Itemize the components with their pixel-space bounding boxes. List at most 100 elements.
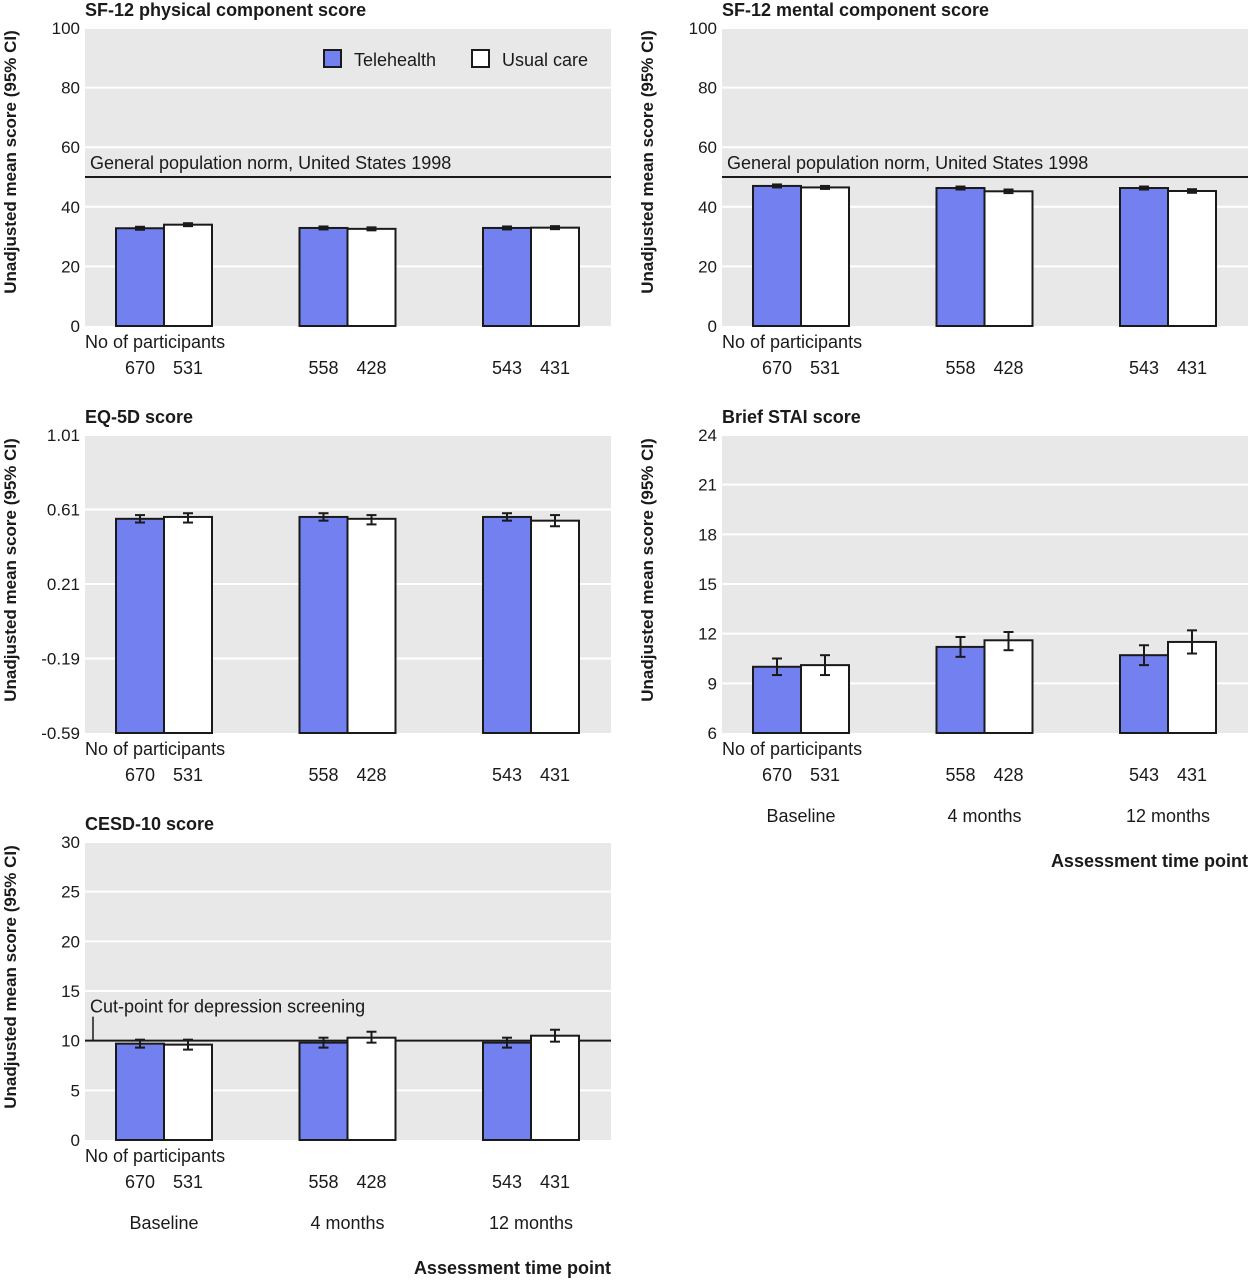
participant-count: 531 bbox=[173, 358, 203, 378]
y-tick-label: 1.01 bbox=[47, 426, 80, 445]
legend-swatch-telehealth bbox=[323, 49, 342, 68]
bar-telehealth bbox=[298, 515, 349, 735]
participant-count: 431 bbox=[540, 765, 570, 785]
participant-count: 558 bbox=[308, 765, 338, 785]
participants-label: No of participants bbox=[722, 739, 862, 759]
bar-telehealth bbox=[115, 227, 165, 327]
participant-count: 670 bbox=[125, 358, 155, 378]
y-tick-label: 18 bbox=[698, 525, 717, 544]
participant-count: 531 bbox=[810, 765, 840, 785]
y-tick-label: 30 bbox=[61, 833, 80, 852]
bar-telehealth bbox=[752, 665, 802, 734]
y-tick-label: 20 bbox=[61, 932, 80, 951]
chart-title: SF-12 mental component score bbox=[722, 0, 989, 20]
y-axis-label: Unadjusted mean score (95% CI) bbox=[1, 845, 20, 1109]
participant-count: 431 bbox=[1177, 358, 1207, 378]
participant-count: 428 bbox=[993, 358, 1023, 378]
y-tick-label: 60 bbox=[61, 138, 80, 157]
bar-telehealth bbox=[482, 515, 532, 735]
y-tick-label: 6 bbox=[708, 724, 717, 743]
participants-label: No of participants bbox=[85, 332, 225, 352]
y-axis-label: Unadjusted mean score (95% CI) bbox=[638, 30, 657, 294]
legend-swatch-usual-care bbox=[471, 49, 490, 68]
reference-line-label: General population norm, United States 1… bbox=[90, 153, 451, 173]
y-tick-label: 80 bbox=[698, 79, 717, 98]
chart-title: CESD-10 score bbox=[85, 814, 214, 834]
y-tick-label: 100 bbox=[52, 19, 80, 38]
bar-usual-care bbox=[530, 226, 580, 327]
y-axis-label: Unadjusted mean score (95% CI) bbox=[638, 438, 657, 702]
y-tick-label: 15 bbox=[698, 575, 717, 594]
y-tick-label: 0.21 bbox=[47, 575, 80, 594]
bar-usual-care bbox=[346, 517, 397, 734]
bar-telehealth bbox=[935, 187, 986, 327]
y-axis-label: Unadjusted mean score (95% CI) bbox=[1, 438, 20, 702]
participant-count: 558 bbox=[945, 765, 975, 785]
x-tick-label: 12 months bbox=[489, 1213, 573, 1233]
y-tick-label: -0.59 bbox=[41, 724, 80, 743]
participant-count: 543 bbox=[492, 1172, 522, 1192]
bar-telehealth bbox=[935, 645, 986, 735]
bar-telehealth bbox=[115, 517, 165, 734]
y-tick-label: 12 bbox=[698, 625, 717, 644]
participants-label: No of participants bbox=[85, 1146, 225, 1166]
y-tick-label: 10 bbox=[61, 1032, 80, 1051]
bar-usual-care bbox=[346, 227, 397, 328]
participant-count: 558 bbox=[945, 358, 975, 378]
participant-count: 670 bbox=[762, 358, 792, 378]
y-tick-label: 25 bbox=[61, 883, 80, 902]
reference-line-label: Cut-point for depression screening bbox=[90, 997, 365, 1017]
bar-usual-care bbox=[530, 1034, 580, 1141]
bar-telehealth bbox=[482, 226, 532, 327]
chart-title: EQ-5D score bbox=[85, 407, 193, 427]
y-tick-label: -0.19 bbox=[41, 650, 80, 669]
bar-usual-care bbox=[983, 639, 1034, 734]
y-tick-label: 24 bbox=[698, 426, 717, 445]
y-tick-label: 0 bbox=[708, 317, 717, 336]
bar-telehealth bbox=[752, 184, 802, 327]
participant-count: 543 bbox=[1129, 765, 1159, 785]
y-tick-label: 40 bbox=[61, 198, 80, 217]
x-tick-label: 12 months bbox=[1126, 806, 1210, 826]
x-axis-title: Assessment time point bbox=[414, 1258, 611, 1278]
participant-count: 543 bbox=[1129, 358, 1159, 378]
participant-count: 670 bbox=[125, 765, 155, 785]
bar-telehealth bbox=[298, 226, 349, 327]
participant-count: 543 bbox=[492, 358, 522, 378]
reference-line-label: General population norm, United States 1… bbox=[727, 153, 1088, 173]
participant-count: 670 bbox=[762, 765, 792, 785]
y-tick-label: 20 bbox=[698, 257, 717, 276]
y-tick-label: 20 bbox=[61, 257, 80, 276]
bar-telehealth bbox=[482, 1041, 532, 1141]
x-tick-label: Baseline bbox=[129, 1213, 198, 1233]
bar-usual-care bbox=[1167, 640, 1217, 735]
participant-count: 431 bbox=[540, 358, 570, 378]
participant-count: 428 bbox=[356, 765, 386, 785]
y-tick-label: 80 bbox=[61, 79, 80, 98]
participant-count: 431 bbox=[540, 1172, 570, 1192]
participant-count: 670 bbox=[125, 1172, 155, 1192]
participant-count: 428 bbox=[356, 1172, 386, 1192]
participant-count: 431 bbox=[1177, 765, 1207, 785]
x-tick-label: 4 months bbox=[947, 806, 1021, 826]
chart-panel-3: 6 9 12 15 18 21 24 Brief STAI score Unadjusted m… bbox=[638, 407, 1248, 871]
participant-count: 531 bbox=[173, 1172, 203, 1192]
bar-telehealth bbox=[1119, 187, 1169, 327]
bar-usual-care bbox=[346, 1036, 397, 1141]
bar-telehealth bbox=[298, 1041, 349, 1141]
chart-title: Brief STAI score bbox=[722, 407, 861, 427]
chart-panel-2: -0.59 -0.19 0.21 0.61 1.01 EQ-5D score Unadjus… bbox=[1, 407, 611, 785]
chart-panel-1: 0 20 40 60 80 100 SF-12 mental component score… bbox=[638, 0, 1248, 378]
participant-count: 543 bbox=[492, 765, 522, 785]
y-tick-label: 40 bbox=[698, 198, 717, 217]
legend: Telehealth Usual care bbox=[323, 49, 588, 70]
y-tick-label: 9 bbox=[708, 674, 717, 693]
bar-usual-care bbox=[983, 190, 1034, 327]
bar-usual-care bbox=[163, 1043, 213, 1142]
chart-panel-4: 0 5 10 15 20 25 30 CESD-10 score Unadjusted mean… bbox=[1, 814, 611, 1278]
participant-count: 428 bbox=[356, 358, 386, 378]
y-tick-label: 0.61 bbox=[47, 501, 80, 520]
y-tick-label: 100 bbox=[689, 19, 717, 38]
bar-telehealth bbox=[115, 1042, 165, 1141]
